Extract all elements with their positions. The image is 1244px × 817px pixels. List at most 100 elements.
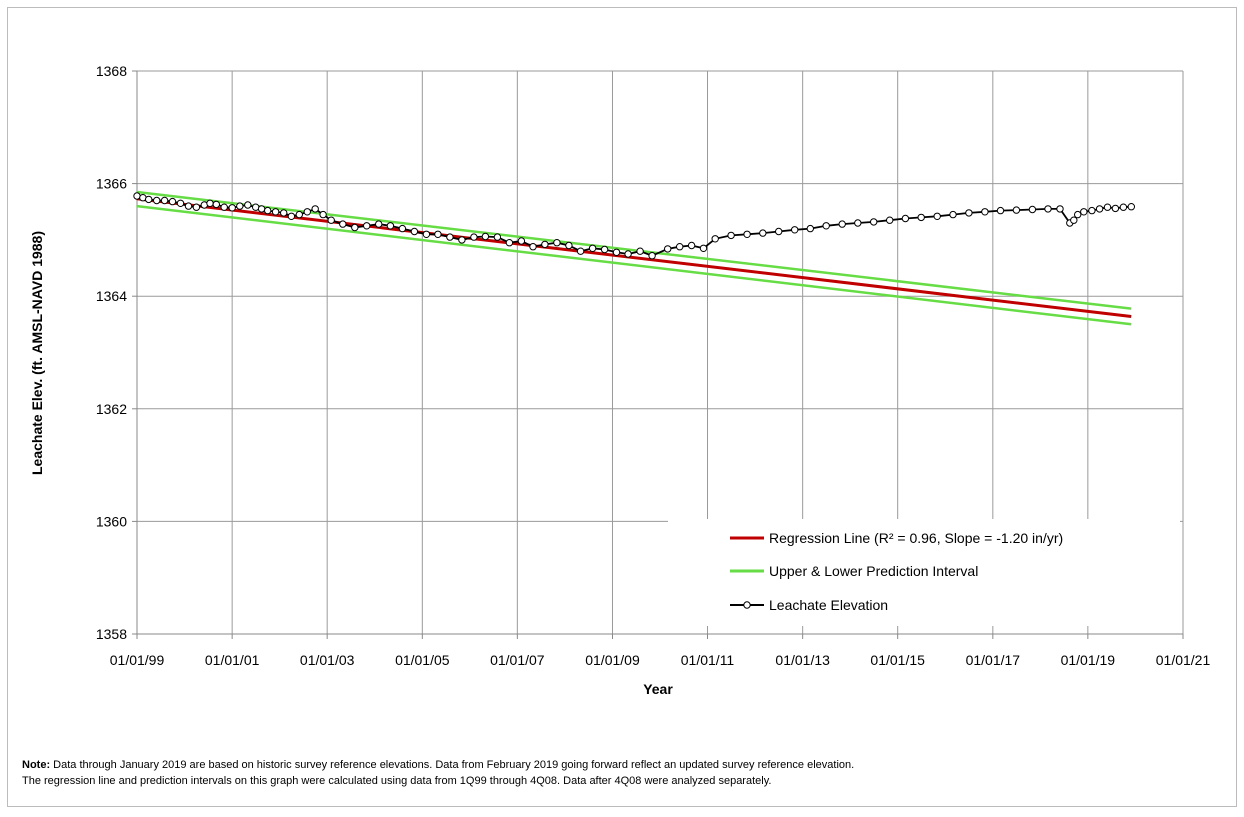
x-tick-label: 01/01/05 [395,652,450,668]
leachate-point [244,201,252,209]
x-tick-label: 01/01/21 [1156,652,1211,668]
x-tick-label: 01/01/17 [966,652,1021,668]
leachate-point [505,239,514,247]
leachate-point [687,241,696,250]
leachate-point [949,210,957,219]
x-tick-label: 01/01/07 [490,652,545,668]
lower-prediction-line [136,204,1132,326]
leachate-point [624,250,632,258]
x-tick-label: 01/01/13 [775,652,830,668]
leachate-point [339,220,347,228]
leachate-point [517,237,526,245]
leachate-point [759,229,767,237]
leachate-point [588,244,597,253]
y-axis-title: Leachate Elev. (ft. AMSL-NAVD 1988) [29,231,45,475]
leachate-point [280,209,288,217]
leachate-point [160,196,169,205]
leachate-point [854,219,862,227]
leachate-point [711,235,719,243]
leachate-point [775,227,783,236]
leachate-point [264,206,272,215]
y-tick-label: 1364 [96,288,127,304]
legend: Regression Line (R² = 0.96, Slope = -1.2… [668,519,1180,626]
leachate-point [1012,206,1021,214]
x-axis-title: Year [643,681,673,697]
leachate-point [996,206,1005,215]
leachate-point [981,208,989,216]
regression-line [136,197,1132,318]
leachate-point [1119,203,1128,211]
leachate-point [727,231,735,240]
leachate-point [257,205,266,213]
leachate-point [220,203,228,211]
leachate-point [541,240,549,249]
leachate-point [553,239,561,247]
leachate-point [1111,204,1120,213]
leachate-point [303,208,311,216]
leachate-point [319,210,327,219]
leachate-point [287,212,296,221]
leachate-point [168,197,177,206]
legend-marker-leachate [743,601,751,609]
leachate-point [965,209,973,217]
leachate-point [236,202,244,210]
leachate-point [917,213,925,222]
leachate-point [184,202,193,210]
leachate-point [699,244,708,253]
y-tick-label: 1358 [96,626,127,642]
footnote: Note: Data through January 2019 are base… [22,757,862,789]
y-tick-label: 1362 [96,401,127,417]
leachate-point [228,204,236,212]
axes [132,70,1184,639]
x-tick-label: 01/01/15 [870,652,925,668]
leachate-point [206,199,214,208]
x-tick-label: 01/01/19 [1061,652,1116,668]
y-tick-label: 1366 [96,176,127,192]
leachate-point [636,247,644,255]
leachate-point [470,233,478,241]
leachate-elevation-line [136,195,1132,257]
leachate-point [664,245,672,253]
leachate-point [933,212,941,221]
leachate-point [410,227,419,236]
legend-label-leachate: Leachate Elevation [769,597,888,613]
leachate-point [153,196,161,205]
series-layer [133,190,1136,326]
legend-label-interval: Upper & Lower Prediction Interval [769,563,978,579]
leachate-point [446,233,454,241]
leachate-point [1103,203,1112,211]
leachate-point [791,226,799,234]
leachate-point [576,247,585,255]
leachate-point [901,214,910,223]
leachate-point [529,243,537,251]
x-tick-label: 01/01/01 [205,652,260,668]
leachate-point [1028,205,1037,214]
tick-labels: 1358 1360 1362 1364 1366 1368 01/01/99 01/01/01… [96,63,1211,668]
x-tick-label: 01/01/99 [110,652,165,668]
leachate-point [886,216,894,224]
leachate-point [386,222,395,230]
leachate-point [806,224,814,233]
y-tick-label: 1360 [96,513,127,529]
upper-prediction-line [136,190,1132,310]
leachate-point [1095,205,1104,213]
leachate-point [1044,205,1052,213]
leachate-point [676,243,684,251]
leachate-point [192,203,201,211]
leachate-point [838,220,846,228]
leachate-point [1056,205,1064,213]
leachate-point [145,195,153,204]
leachate-point [375,220,383,228]
leachate-point [600,245,609,254]
leachate-point [363,222,371,230]
y-tick-label: 1368 [96,63,127,79]
leachate-point [743,230,751,239]
leachate-point [295,210,303,219]
leachate-point [1074,210,1082,219]
x-tick-label: 01/01/03 [300,652,355,668]
leachate-point [212,200,221,209]
leachate-point [648,252,656,260]
leachate-point [1088,206,1096,215]
leachate-point [311,205,319,213]
